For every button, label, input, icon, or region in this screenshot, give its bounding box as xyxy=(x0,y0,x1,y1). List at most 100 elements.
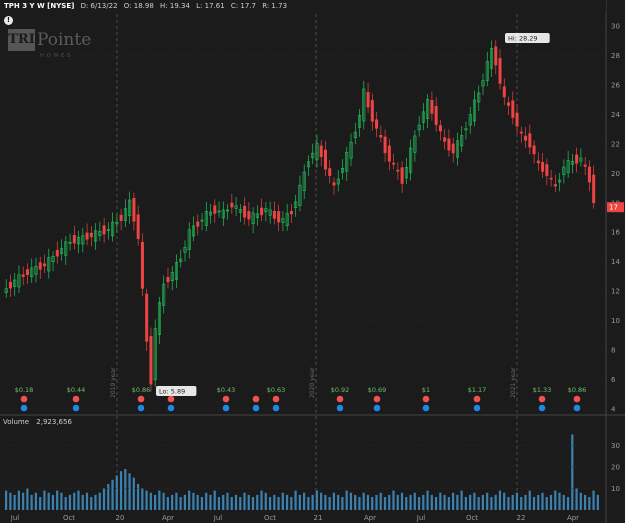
candle-body xyxy=(153,328,157,381)
symbol-header: TPH 3 Y W [NYSE] D: 6/13/22 O: 18.98 H: … xyxy=(0,0,606,13)
candle-body xyxy=(192,225,196,237)
candle-body xyxy=(558,179,562,183)
candle-body xyxy=(438,125,442,132)
volume-bar xyxy=(294,490,297,510)
time-tick-label: Apr xyxy=(162,514,174,522)
volume-bar xyxy=(554,490,557,510)
candle-body xyxy=(277,211,281,223)
volume-tick-label: 10 xyxy=(611,485,620,493)
candle-body xyxy=(447,138,451,151)
price-tick-label: 30 xyxy=(611,23,620,31)
volume-bar xyxy=(136,484,140,510)
volume-bar xyxy=(9,492,12,510)
volume-bar xyxy=(90,497,93,510)
candle-body xyxy=(81,235,85,245)
year-label: 2020 year xyxy=(309,367,316,398)
low-label: Lo: 5.89 xyxy=(159,388,185,396)
volume-bar xyxy=(511,494,514,510)
range-readout: R: 1.73 xyxy=(262,2,288,10)
candle-body xyxy=(272,210,276,219)
volume-bar xyxy=(452,492,455,510)
candle-body xyxy=(362,88,366,122)
price-tick-label: 14 xyxy=(611,258,620,266)
volume-bar xyxy=(520,497,523,510)
volume-bar xyxy=(477,497,480,510)
candle-body xyxy=(472,99,476,122)
volume-bar xyxy=(34,492,37,510)
volume-bar xyxy=(456,494,459,510)
earnings-blue-icon xyxy=(222,404,230,412)
candle-body xyxy=(298,184,302,206)
volume-bar xyxy=(332,492,335,510)
volume-bar xyxy=(200,497,204,510)
candle-body xyxy=(119,214,123,221)
info-icon[interactable]: ! xyxy=(4,16,13,25)
candle-body xyxy=(247,211,251,220)
price-tick-label: 10 xyxy=(611,317,620,325)
candle-body xyxy=(209,211,213,216)
candle-body xyxy=(34,265,38,275)
candle-body xyxy=(94,230,98,242)
candle-body xyxy=(536,160,540,164)
volume-bar xyxy=(349,492,353,510)
candle-body xyxy=(515,112,519,127)
volume-bar xyxy=(354,494,357,510)
candle-body xyxy=(306,161,310,168)
candle-body xyxy=(30,267,34,277)
time-tick-label: Apr xyxy=(567,514,579,522)
volume-bar xyxy=(26,488,29,510)
volume-bar xyxy=(566,497,570,510)
candle-body xyxy=(468,114,472,126)
candle-body xyxy=(55,249,59,257)
volume-bar xyxy=(64,497,67,510)
volume-series xyxy=(5,434,599,510)
year-label: 2021 year xyxy=(510,367,517,398)
event-markers: $0.18 $0.44 $0.86 $0.43 $0.63 $0.92 $0.69 $1 $1.… xyxy=(15,386,586,412)
volume-bar xyxy=(362,492,365,510)
symbol-label[interactable]: TPH 3 Y W [NYSE] xyxy=(4,2,75,10)
volume-bar xyxy=(541,492,544,510)
candle-body xyxy=(528,133,532,148)
candle-body xyxy=(89,232,93,238)
candle-body xyxy=(157,302,161,335)
candle-body xyxy=(166,276,170,283)
earnings-red-icon xyxy=(422,395,430,403)
earnings-red-icon xyxy=(222,395,230,403)
candle-body xyxy=(323,149,327,170)
earnings-blue-icon xyxy=(573,404,581,412)
candle-body xyxy=(341,167,345,173)
volume-bar xyxy=(571,434,574,510)
candle-body xyxy=(136,214,140,240)
price-tick-label: 6 xyxy=(611,376,616,384)
candle-body xyxy=(392,162,396,165)
volume-bar xyxy=(162,492,165,510)
earnings-red-icon xyxy=(137,395,145,403)
volume-bar xyxy=(396,494,399,510)
volume-bar xyxy=(277,497,280,510)
last-price-box xyxy=(607,202,624,213)
logo-box: TRI xyxy=(8,29,35,51)
candle-body xyxy=(17,274,21,288)
volume-bar xyxy=(158,490,161,510)
price-tick-label: 20 xyxy=(611,170,620,178)
candle-body xyxy=(102,225,106,235)
volume-bar xyxy=(56,490,59,510)
candle-body xyxy=(60,248,64,254)
volume-bar xyxy=(175,492,178,510)
candle-body xyxy=(98,230,102,236)
price-tick-label: 12 xyxy=(611,288,620,296)
candle-body xyxy=(319,145,323,158)
candle-body xyxy=(115,221,119,225)
earnings-blue-icon xyxy=(137,404,145,412)
volume-bar xyxy=(239,497,242,510)
volume-bar xyxy=(315,490,318,510)
candle-body xyxy=(494,46,498,66)
volume-bar xyxy=(285,494,289,510)
volume-bar xyxy=(17,490,20,510)
candle-body xyxy=(243,205,247,218)
volume-study-label[interactable]: Volume 2,923,656 xyxy=(3,418,77,426)
earnings-blue-icon xyxy=(538,404,546,412)
